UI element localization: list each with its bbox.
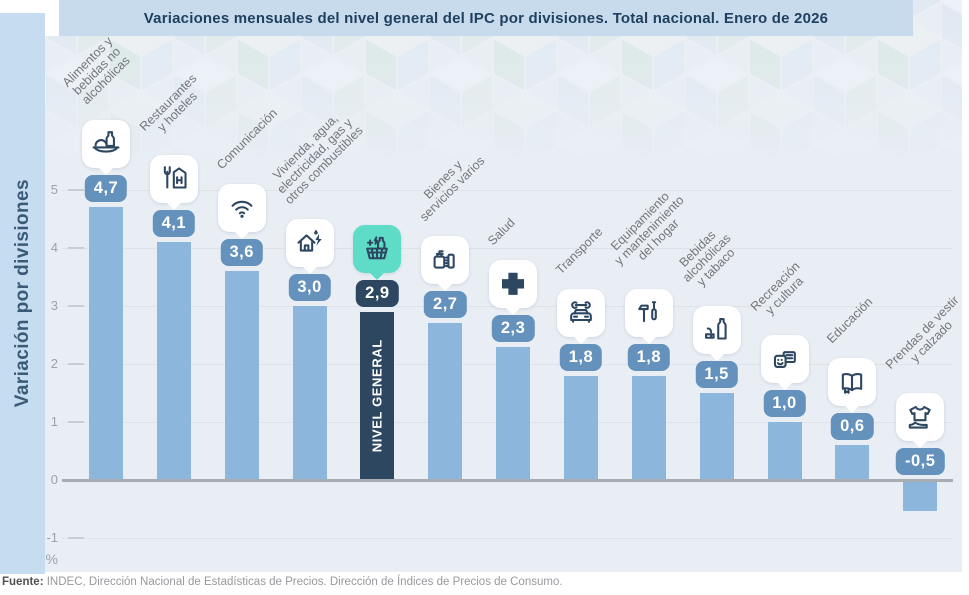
axis-tick-label: -1 <box>46 530 58 545</box>
grid-line <box>62 248 953 249</box>
source-note: Fuente: INDEC, Dirección Nacional de Est… <box>2 576 563 588</box>
source-label: Fuente: <box>2 576 44 588</box>
axis-tick-label: 3 <box>50 298 58 313</box>
axis-tick <box>68 363 84 365</box>
axis-tick <box>68 247 84 249</box>
grid-line <box>62 364 953 365</box>
axis-tick-label: 4 <box>50 240 58 255</box>
zero-axis-line <box>62 478 953 482</box>
title-left-gap <box>45 0 59 36</box>
grid-line <box>62 190 953 191</box>
y-axis-title: Variación por divisiones <box>11 179 33 408</box>
source-text: INDEC, Dirección Nacional de Estadística… <box>43 576 563 588</box>
axis-tick-label: 5 <box>50 182 58 197</box>
title-bar: Variaciones mensuales del nivel general … <box>59 0 913 36</box>
axis-tick <box>68 189 84 191</box>
axis-tick <box>68 421 84 423</box>
axis-tick-label: 2 <box>50 356 58 371</box>
axis-tick-label: 0 <box>50 472 58 487</box>
axis-tick <box>68 305 84 307</box>
axis-tick <box>68 537 84 539</box>
axis-unit-label: % <box>45 551 58 567</box>
page-title: Variaciones mensuales del nivel general … <box>143 9 829 27</box>
grid-line <box>62 538 953 539</box>
y-axis-band: Variación por divisiones <box>0 13 45 574</box>
axis-tick-label: 1 <box>50 414 58 429</box>
grid-line <box>62 306 953 307</box>
grid-line <box>62 422 953 423</box>
